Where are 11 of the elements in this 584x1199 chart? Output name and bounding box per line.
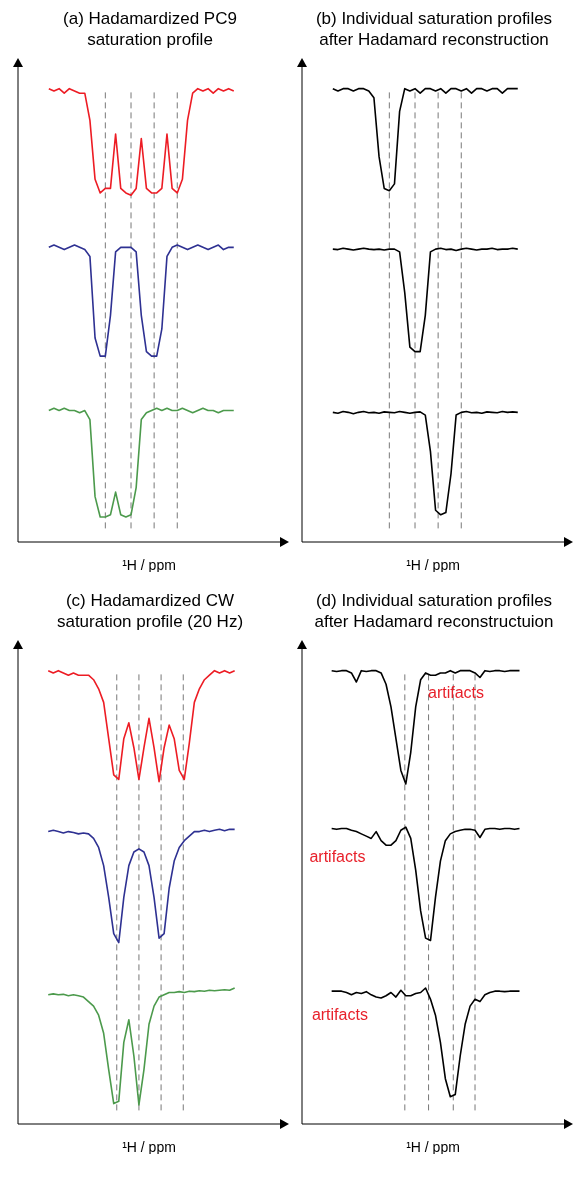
chart-title: (d) Individual saturation profiles after Hadamard reconstructuion: [313, 590, 555, 633]
annotation: artifacts: [428, 683, 485, 704]
annotation: artifacts: [309, 846, 366, 867]
x-axis-title: ¹H / ppm: [406, 1139, 460, 1155]
annotation: artifacts: [311, 1005, 368, 1026]
x-axis-title: ¹H / ppm: [406, 557, 460, 573]
chart-title: (c) Hadamardized CW saturation profile (20 Hz): [55, 590, 245, 633]
x-axis-title: ¹H / ppm: [122, 1139, 176, 1155]
chart-title: (b) Individual saturation profiles after Hadamard reconstruction: [314, 8, 554, 51]
chart-title: (a) Hadamardized PC9 saturation profile: [62, 8, 238, 51]
x-axis-title: ¹H / ppm: [122, 557, 176, 573]
